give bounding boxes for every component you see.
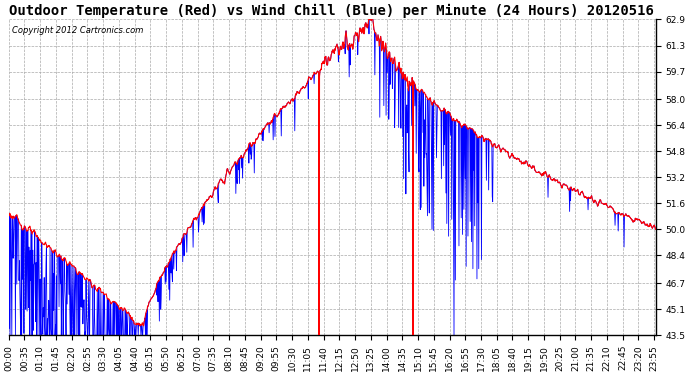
Text: Outdoor Temperature (Red) vs Wind Chill (Blue) per Minute (24 Hours) 20120516: Outdoor Temperature (Red) vs Wind Chill …	[9, 4, 653, 18]
Text: Copyright 2012 Cartronics.com: Copyright 2012 Cartronics.com	[12, 26, 144, 35]
